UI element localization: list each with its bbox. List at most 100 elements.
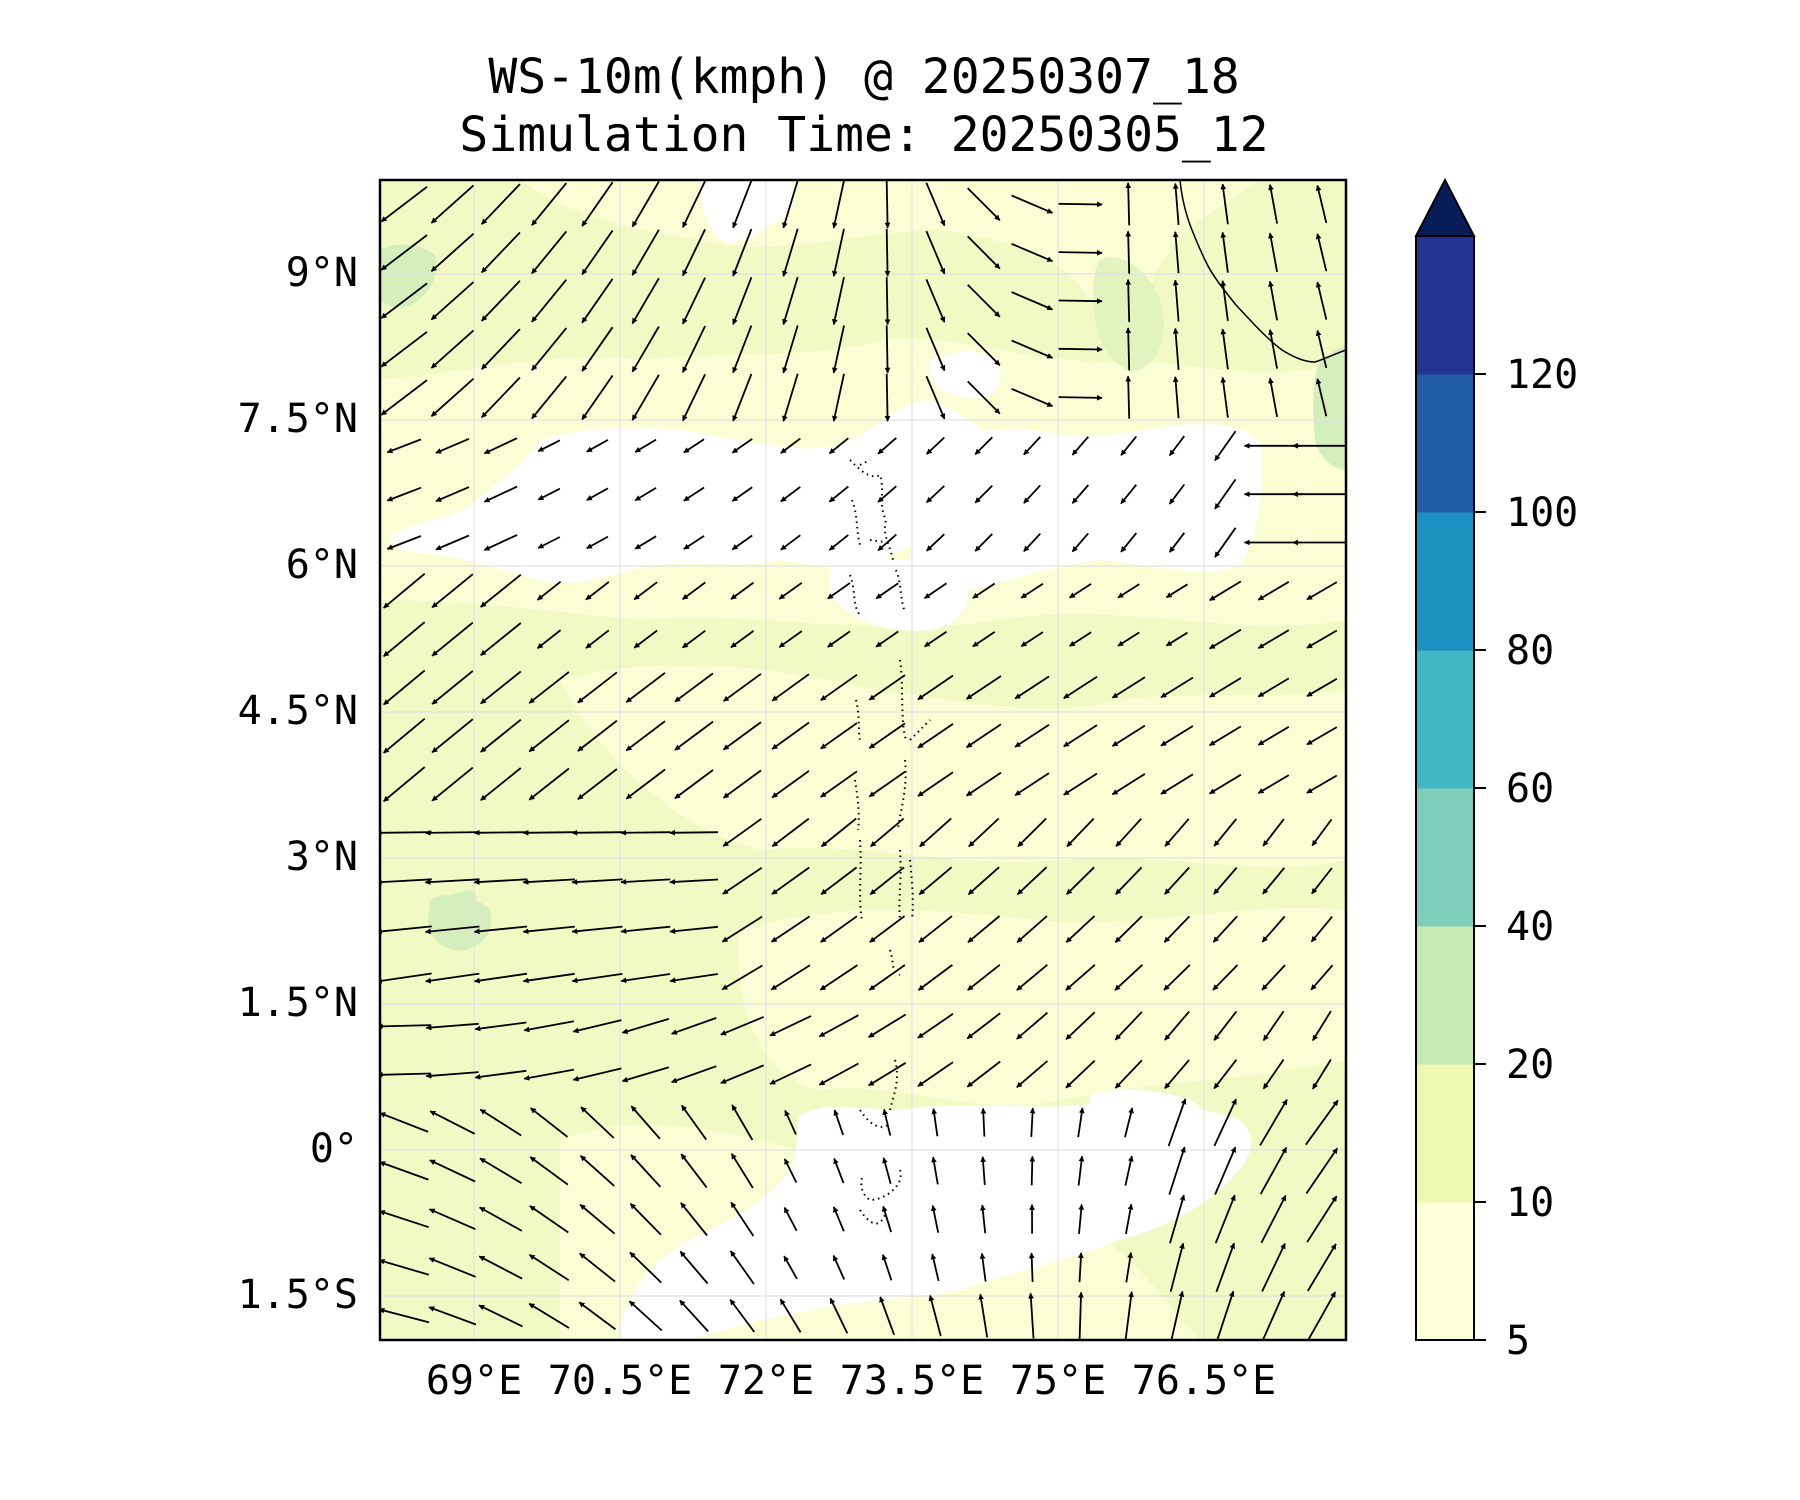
- wind-arrow: [918, 915, 953, 944]
- wind-arrow: [732, 180, 753, 229]
- wind-arrow: [918, 866, 953, 896]
- wind-arrow: [884, 325, 891, 374]
- wind-arrow: [478, 1304, 523, 1328]
- wind-arrow: [586, 439, 609, 453]
- wind-arrow: [820, 770, 858, 798]
- wind-arrow: [431, 621, 474, 657]
- wind-arrow: [1125, 279, 1132, 323]
- wind-arrow: [783, 1158, 798, 1183]
- wind-arrow: [577, 768, 618, 801]
- wind-arrow: [1065, 915, 1096, 943]
- wind-arrow: [925, 375, 946, 420]
- wind-arrow: [1261, 964, 1286, 991]
- wind-arrow: [681, 228, 706, 277]
- wind-arrow: [967, 380, 1001, 415]
- wind-arrow: [473, 925, 528, 935]
- wind-arrow: [1262, 818, 1285, 847]
- wind-arrow: [780, 486, 801, 503]
- wind-arrow: [428, 1306, 477, 1326]
- wind-arrow: [425, 1022, 479, 1031]
- wind-arrow: [965, 723, 1002, 749]
- wind-arrow: [620, 973, 671, 984]
- field-calm-north: [699, 180, 794, 243]
- wind-arrow: [917, 674, 954, 701]
- wind-arrow: [868, 674, 906, 701]
- wind-arrow: [877, 437, 897, 455]
- wind-arrow: [435, 534, 470, 551]
- wind-arrow: [1020, 582, 1044, 599]
- wind-arrow: [1065, 866, 1095, 896]
- wind-arrow: [383, 621, 426, 657]
- wind-arrow: [474, 1021, 527, 1032]
- chart-title: WS-10m(kmph) @ 20250307_18 Simulation Ti…: [0, 48, 1728, 164]
- wind-arrow: [1215, 1242, 1236, 1293]
- wind-arrow: [669, 925, 718, 934]
- wind-arrow: [925, 279, 946, 323]
- coastline: [1179, 180, 1346, 363]
- wind-arrow: [1315, 233, 1328, 272]
- wind-arrow: [771, 721, 810, 750]
- wind-arrow: [1029, 1155, 1036, 1186]
- wind-arrow: [1214, 1194, 1236, 1244]
- wind-arrow: [1014, 723, 1050, 748]
- wind-arrow: [425, 972, 480, 984]
- wind-arrow: [928, 1294, 942, 1337]
- wind-arrow: [1063, 772, 1098, 796]
- wind-arrow: [1168, 435, 1186, 457]
- wind-arrow: [1164, 1011, 1190, 1041]
- wind-arrow: [680, 1153, 708, 1189]
- wind-arrow: [828, 437, 849, 455]
- wind-arrow: [683, 535, 705, 550]
- wind-arrow: [1257, 581, 1290, 601]
- colorbar-segment: [1416, 374, 1474, 513]
- wind-arrow: [681, 277, 706, 325]
- wind-arrow: [917, 723, 954, 749]
- wind-arrow: [1212, 964, 1239, 991]
- wind-arrow: [631, 326, 660, 373]
- wind-arrow: [480, 573, 522, 608]
- wind-arrow: [882, 1108, 892, 1136]
- wind-arrow: [380, 1071, 431, 1078]
- wind-arrow: [1077, 1155, 1085, 1186]
- wind-arrow: [783, 1255, 798, 1280]
- wind-arrow: [1071, 532, 1089, 553]
- wind-arrow: [1077, 1107, 1085, 1138]
- wind-arrow: [1058, 298, 1103, 304]
- wind-arrow: [578, 1301, 617, 1331]
- wind-arrow: [530, 1107, 569, 1138]
- wind-arrow: [720, 1016, 765, 1036]
- wind-arrow: [473, 878, 528, 885]
- wind-arrow: [1114, 1011, 1143, 1041]
- wind-arrow: [731, 1104, 754, 1141]
- wind-arrow: [1111, 724, 1146, 747]
- wind-arrow: [581, 326, 614, 372]
- wind-arrow: [972, 582, 996, 599]
- wind-arrow: [529, 1205, 569, 1234]
- wind-arrow: [1216, 1290, 1235, 1340]
- wind-arrow: [1213, 818, 1237, 847]
- wind-arrow: [1160, 773, 1194, 795]
- field-calm-north-2: [928, 351, 1001, 399]
- wind-arrow: [1306, 581, 1338, 601]
- wind-arrow: [1306, 726, 1338, 746]
- wind-arrow: [884, 373, 891, 422]
- wind-arrow: [1209, 677, 1242, 698]
- field-calm-central-west: [390, 400, 1011, 583]
- wind-arrow: [483, 534, 518, 551]
- wind-arrow: [1164, 866, 1190, 895]
- wind-arrow: [429, 1159, 476, 1183]
- wind-arrow: [1305, 1147, 1339, 1195]
- wind-arrow: [1172, 231, 1180, 274]
- wind-arrow: [1028, 1252, 1035, 1282]
- wind-arrow: [669, 973, 718, 984]
- wind-arrow: [380, 878, 432, 885]
- wind-arrow: [1120, 484, 1137, 505]
- wind-arrow: [630, 1105, 661, 1140]
- wind-arrow: [1163, 915, 1191, 943]
- wind-arrow: [1261, 1242, 1286, 1292]
- wind-arrow: [881, 1205, 892, 1233]
- colorbar-label: 100: [1506, 490, 1578, 536]
- field-low-band-3: [738, 907, 1346, 1106]
- colorbar-label: 5: [1506, 1318, 1530, 1364]
- wind-arrow: [1315, 378, 1328, 417]
